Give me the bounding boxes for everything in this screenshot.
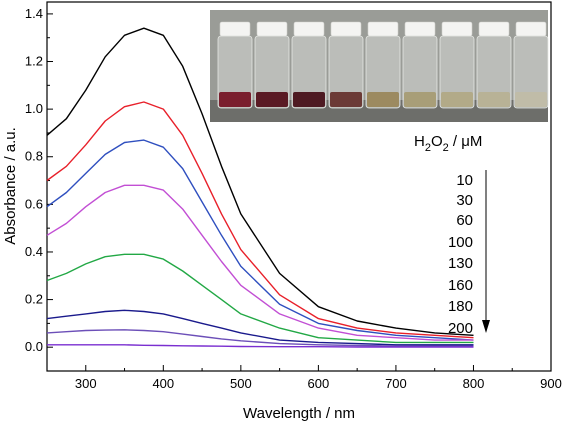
x-tick-label: 700 bbox=[385, 376, 407, 391]
vial-cap bbox=[219, 21, 251, 37]
vial-liquid bbox=[256, 92, 288, 107]
vial-cap bbox=[256, 21, 288, 37]
axes: 300 400 500 600 700 800 900 0.0 0.2 0.4 0.6 0.8 1.0 1… bbox=[25, 6, 562, 391]
x-tick-label: 900 bbox=[540, 376, 562, 391]
vial-liquid bbox=[515, 92, 547, 107]
vial-liquid bbox=[478, 92, 510, 107]
vial-body bbox=[217, 35, 253, 109]
vial-liquid bbox=[441, 92, 473, 107]
vial-cap bbox=[441, 21, 473, 37]
spectra bbox=[46, 27, 474, 348]
vial-body bbox=[439, 35, 475, 109]
y-tick-label: 0.8 bbox=[25, 149, 43, 164]
concentration-label: 30 bbox=[456, 192, 473, 209]
vial-cap bbox=[515, 21, 547, 37]
vial-liquid bbox=[404, 92, 436, 107]
spectrum-line bbox=[46, 253, 474, 344]
concentration-labels: 10 30 60 100 130 160 180 200 bbox=[448, 172, 473, 337]
y-tick-label: 1.0 bbox=[25, 101, 43, 116]
legend-title-sub1: 2 bbox=[425, 142, 431, 154]
y-tick-label: 0.2 bbox=[25, 292, 43, 307]
vial-body bbox=[291, 35, 327, 109]
concentration-label: 200 bbox=[448, 320, 473, 337]
legend-title-unit: / μM bbox=[449, 133, 483, 150]
y-tick-label: 0.0 bbox=[25, 339, 43, 354]
y-tick-label: 1.2 bbox=[25, 54, 43, 69]
vial-cap bbox=[478, 21, 510, 37]
vial-body bbox=[328, 35, 364, 109]
vial-liquid bbox=[293, 92, 325, 107]
spectrum-line bbox=[46, 329, 474, 347]
legend-title-h: H bbox=[414, 133, 425, 150]
y-axis-title: Absorbance / a.u. bbox=[2, 127, 19, 245]
vial-liquid bbox=[367, 92, 399, 107]
spectrum-line bbox=[46, 184, 474, 341]
legend-title: H2O2 / μM bbox=[414, 133, 482, 154]
vial-cap bbox=[404, 21, 436, 37]
vial-body bbox=[402, 35, 438, 109]
y-tick-label: 0.4 bbox=[25, 244, 43, 259]
x-tick-label: 800 bbox=[463, 376, 485, 391]
y-tick-label: 1.4 bbox=[25, 6, 43, 21]
y-tick-label: 0.6 bbox=[25, 196, 43, 211]
concentration-label: 100 bbox=[448, 234, 473, 251]
x-tick-label: 600 bbox=[308, 376, 330, 391]
spectrum-line bbox=[46, 101, 474, 339]
x-tick-label: 500 bbox=[230, 376, 252, 391]
trend-arrow-head bbox=[482, 320, 490, 333]
spectrum-line bbox=[46, 139, 474, 341]
vial-liquid bbox=[330, 92, 362, 107]
concentration-label: 180 bbox=[448, 298, 473, 315]
vial-group bbox=[217, 21, 549, 109]
vial-liquid bbox=[219, 92, 251, 107]
vial-cap bbox=[330, 21, 362, 37]
vial-cap bbox=[367, 21, 399, 37]
plot-frame bbox=[46, 1, 552, 372]
legend-title-o: O bbox=[431, 133, 443, 150]
vial-body bbox=[513, 35, 549, 109]
x-tick-label: 400 bbox=[152, 376, 174, 391]
spectrum-line bbox=[46, 27, 474, 336]
vial-body bbox=[476, 35, 512, 109]
vial-cap bbox=[293, 21, 325, 37]
legend-title-sub2: 2 bbox=[443, 142, 449, 154]
vial-body bbox=[254, 35, 290, 109]
inset-photo bbox=[210, 10, 549, 122]
x-axis-title: Wavelength / nm bbox=[243, 405, 355, 422]
concentration-label: 160 bbox=[448, 277, 473, 294]
x-tick-label: 300 bbox=[75, 376, 97, 391]
concentration-label: 130 bbox=[448, 255, 473, 272]
concentration-label: 60 bbox=[456, 212, 473, 229]
spectrum-line bbox=[46, 309, 474, 346]
concentration-label: 10 bbox=[456, 172, 473, 189]
vial-body bbox=[365, 35, 401, 109]
spectrum-line bbox=[47, 344, 474, 348]
